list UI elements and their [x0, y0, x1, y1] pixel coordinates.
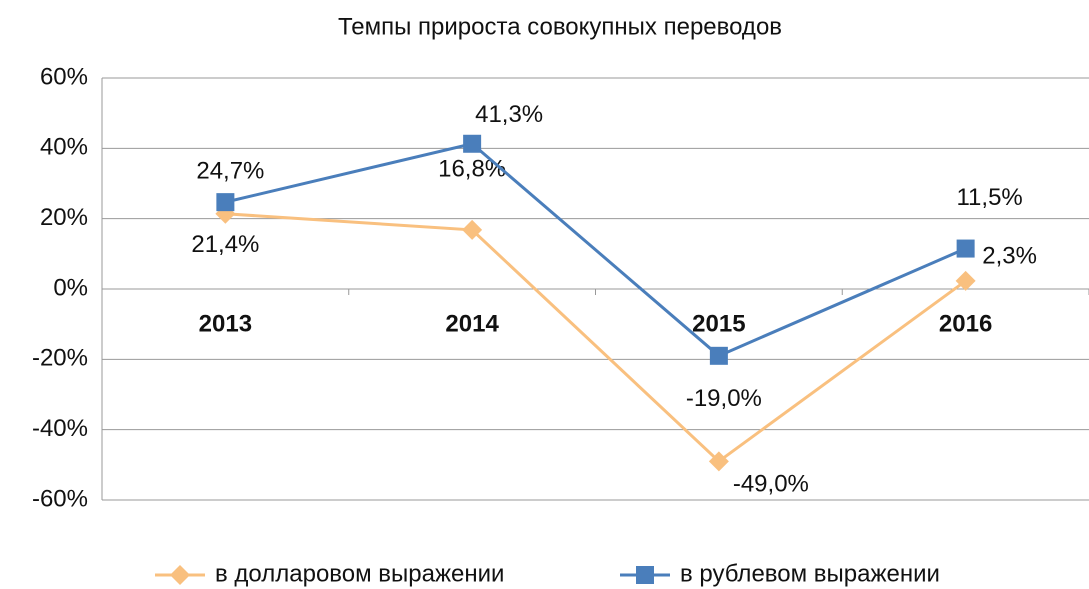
data-label: -19,0% — [686, 385, 762, 412]
marker — [463, 134, 482, 153]
y-tick-label: -60% — [32, 485, 88, 512]
data-label: 11,5% — [956, 184, 1022, 211]
data-label: -49,0% — [733, 471, 809, 498]
marker — [216, 193, 235, 212]
marker — [956, 239, 975, 258]
marker — [462, 219, 483, 240]
y-tick-label: 20% — [40, 204, 88, 231]
x-tick-label: 2015 — [692, 310, 745, 337]
marker — [955, 270, 976, 291]
marker — [708, 451, 729, 472]
line — [225, 212, 967, 464]
data-label: 2,3% — [982, 242, 1037, 269]
legend-label: в рублевом выражении — [680, 560, 940, 587]
y-tick-label: 40% — [40, 134, 88, 161]
x-tick-label: 2014 — [445, 310, 499, 337]
data-label: 21,4% — [191, 231, 259, 258]
line — [225, 142, 967, 358]
legend-marker — [636, 566, 654, 584]
marker — [709, 346, 728, 365]
data-label: 41,3% — [475, 101, 543, 128]
x-tick-label: 2013 — [199, 310, 252, 337]
y-tick-label: -20% — [32, 345, 88, 372]
y-tick-label: -40% — [32, 415, 88, 442]
data-label: 24,7% — [196, 157, 264, 184]
x-tick-label: 2016 — [939, 310, 992, 337]
legend-marker — [170, 565, 190, 585]
chart-title: Темпы прироста совокупных переводов — [338, 13, 782, 40]
y-tick-label: 60% — [40, 63, 88, 90]
data-label: 16,8% — [438, 155, 506, 182]
y-tick-label: 0% — [53, 274, 88, 301]
legend-label: в долларовом выражении — [215, 560, 504, 587]
